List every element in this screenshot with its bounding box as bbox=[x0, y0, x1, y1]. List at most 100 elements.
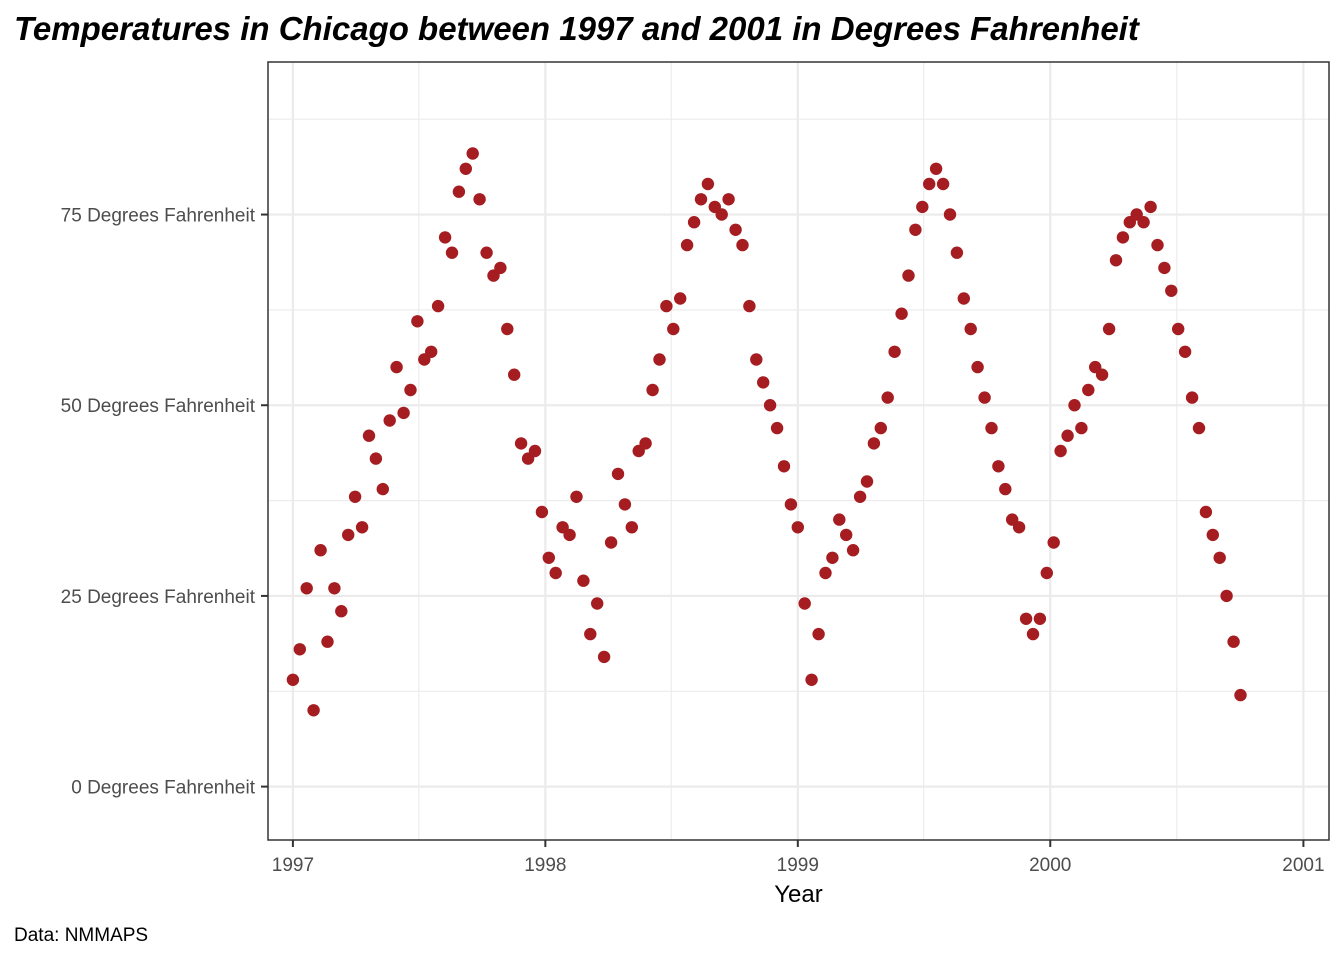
data-point bbox=[528, 444, 542, 458]
data-point bbox=[1116, 231, 1130, 244]
data-point bbox=[833, 513, 846, 526]
data-point bbox=[1012, 521, 1026, 534]
axes: 1997 1998 1999 2000 2001 0 Degrees Fahrenheit… bbox=[61, 206, 1325, 876]
data-point bbox=[667, 322, 680, 336]
data-point bbox=[286, 673, 300, 686]
data-point bbox=[943, 208, 957, 221]
data-point bbox=[687, 216, 701, 229]
data-point bbox=[729, 223, 742, 236]
data-point bbox=[1109, 254, 1123, 267]
data-point bbox=[549, 566, 562, 580]
data-point bbox=[867, 437, 881, 450]
data-point bbox=[1165, 284, 1178, 297]
data-point bbox=[480, 246, 493, 259]
data-point bbox=[1040, 566, 1054, 580]
data-point bbox=[584, 627, 597, 641]
data-point bbox=[992, 460, 1005, 473]
data-point bbox=[293, 643, 306, 656]
data-point bbox=[777, 460, 791, 473]
data-point bbox=[929, 162, 943, 175]
data-point bbox=[604, 536, 618, 549]
data-point bbox=[348, 490, 362, 503]
data-point bbox=[425, 345, 438, 358]
data-point bbox=[674, 292, 687, 305]
data-point bbox=[611, 467, 625, 481]
y-tick-label: 50 Degrees Fahrenheit bbox=[61, 396, 256, 417]
data-point bbox=[971, 360, 984, 374]
data-point bbox=[335, 605, 348, 618]
data-point bbox=[362, 429, 376, 442]
data-point bbox=[577, 574, 590, 587]
data-point bbox=[874, 421, 887, 435]
data-point bbox=[978, 391, 991, 404]
data-point bbox=[473, 193, 486, 206]
data-point bbox=[1151, 238, 1164, 252]
data-point bbox=[618, 498, 632, 511]
data-point bbox=[1206, 528, 1220, 542]
data-point bbox=[1227, 635, 1240, 648]
data-point bbox=[321, 635, 334, 648]
data-point bbox=[784, 498, 798, 511]
data-point bbox=[646, 383, 659, 397]
data-point bbox=[1185, 391, 1199, 404]
data-point bbox=[1082, 383, 1095, 397]
data-point bbox=[597, 650, 611, 664]
data-point bbox=[376, 482, 389, 496]
y-tick-label: 75 Degrees Fahrenheit bbox=[61, 206, 256, 227]
data-point bbox=[694, 193, 708, 206]
data-point bbox=[1137, 216, 1150, 229]
data-point bbox=[936, 177, 950, 191]
x-tick-label: 1999 bbox=[777, 855, 819, 876]
data-point bbox=[570, 490, 583, 503]
x-tick-label: 1997 bbox=[272, 855, 314, 876]
data-point bbox=[639, 437, 652, 450]
data-point bbox=[1068, 399, 1081, 412]
y-tick-label: 0 Degrees Fahrenheit bbox=[71, 778, 255, 799]
data-point bbox=[985, 421, 998, 435]
data-point bbox=[1144, 200, 1157, 214]
data-point bbox=[1019, 612, 1033, 625]
data-point bbox=[812, 627, 825, 641]
data-point bbox=[563, 528, 576, 542]
data-point bbox=[957, 292, 970, 305]
data-point bbox=[328, 582, 341, 595]
data-point bbox=[791, 521, 804, 534]
data-point bbox=[300, 582, 313, 595]
data-point bbox=[1234, 688, 1247, 702]
data-point bbox=[1075, 421, 1088, 435]
data-point bbox=[888, 345, 901, 358]
grid bbox=[268, 62, 1329, 840]
data-point bbox=[342, 528, 355, 542]
data-point bbox=[1172, 322, 1185, 336]
data-point bbox=[950, 246, 964, 259]
data-point bbox=[535, 505, 549, 519]
data-point bbox=[1199, 505, 1213, 519]
data-point bbox=[466, 147, 479, 160]
data-point bbox=[1033, 612, 1047, 625]
data-point bbox=[1213, 551, 1226, 564]
data-point bbox=[770, 421, 784, 435]
data-point bbox=[826, 551, 839, 564]
data-point bbox=[404, 383, 417, 397]
data-point bbox=[840, 528, 853, 542]
data-point bbox=[881, 391, 894, 404]
data-point bbox=[902, 269, 915, 282]
data-point bbox=[397, 406, 410, 420]
data-point bbox=[805, 673, 818, 686]
data-point bbox=[431, 299, 445, 313]
data-point bbox=[916, 200, 929, 214]
data-point bbox=[459, 162, 472, 175]
data-point bbox=[1192, 421, 1206, 435]
data-point bbox=[999, 482, 1012, 496]
data-point bbox=[445, 246, 459, 259]
data-point bbox=[411, 315, 424, 328]
chart-title: Temperatures in Chicago between 1997 and… bbox=[14, 10, 1141, 47]
data-point bbox=[508, 368, 521, 381]
data-point bbox=[1026, 627, 1040, 641]
data-point bbox=[819, 566, 832, 580]
data-point bbox=[846, 544, 860, 557]
data-point bbox=[1158, 261, 1171, 275]
data-point bbox=[757, 376, 770, 389]
data-point bbox=[438, 231, 452, 244]
